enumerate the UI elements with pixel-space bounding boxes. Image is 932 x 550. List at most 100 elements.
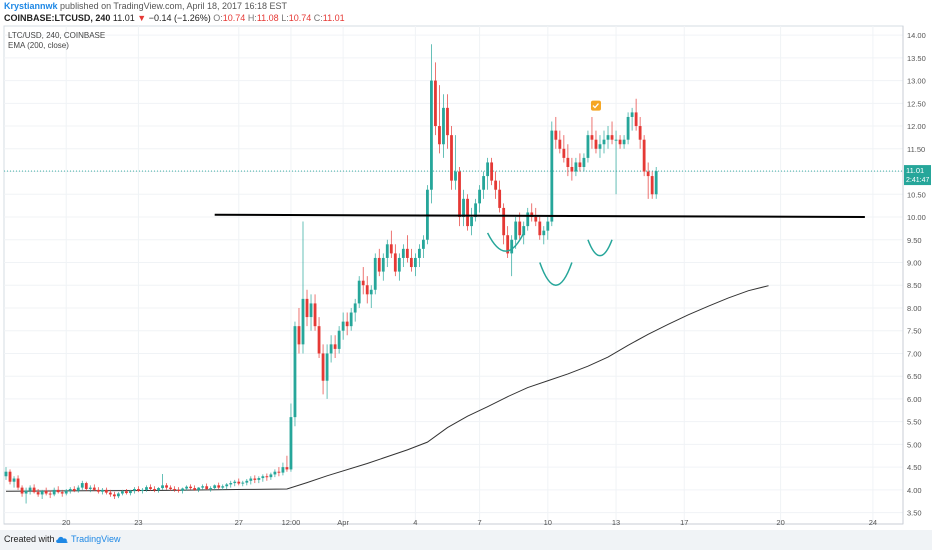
- candle-up[interactable]: [116, 493, 120, 497]
- candle-up[interactable]: [622, 139, 626, 145]
- candle-down[interactable]: [642, 139, 646, 172]
- candle-up[interactable]: [546, 221, 550, 231]
- candle-up[interactable]: [133, 488, 136, 491]
- candle-down[interactable]: [32, 487, 36, 493]
- candle-down[interactable]: [554, 130, 558, 140]
- candle-up[interactable]: [614, 139, 618, 141]
- pattern-arc[interactable]: [486, 232, 525, 252]
- candle-down[interactable]: [570, 166, 574, 172]
- candle-down[interactable]: [618, 139, 622, 145]
- candle-up[interactable]: [225, 484, 229, 487]
- candle-down[interactable]: [409, 257, 413, 268]
- candle-up[interactable]: [281, 467, 285, 473]
- candle-up[interactable]: [221, 486, 225, 488]
- candle-down[interactable]: [634, 112, 638, 127]
- candle-up[interactable]: [301, 298, 305, 345]
- candle-down[interactable]: [84, 483, 88, 489]
- candle-down[interactable]: [434, 80, 437, 127]
- candle-up[interactable]: [373, 257, 377, 290]
- candle-down[interactable]: [361, 280, 365, 286]
- candle-up[interactable]: [64, 490, 68, 494]
- candle-up[interactable]: [161, 485, 164, 489]
- candle-up[interactable]: [602, 139, 606, 145]
- candle-up[interactable]: [213, 485, 217, 489]
- pattern-arc[interactable]: [539, 262, 573, 286]
- candle-down[interactable]: [20, 487, 24, 494]
- candle-up[interactable]: [209, 488, 213, 490]
- candle-down[interactable]: [333, 344, 337, 349]
- candle-up[interactable]: [289, 417, 293, 470]
- candle-up[interactable]: [241, 482, 245, 484]
- candle-down[interactable]: [112, 494, 116, 497]
- candle-up[interactable]: [80, 483, 84, 488]
- candle-up[interactable]: [341, 321, 345, 331]
- candle-down[interactable]: [173, 488, 176, 490]
- candle-up[interactable]: [413, 257, 417, 268]
- candle-up[interactable]: [478, 189, 481, 204]
- candle-down[interactable]: [506, 235, 510, 254]
- candle-down[interactable]: [450, 135, 453, 181]
- candle-up[interactable]: [421, 239, 425, 249]
- candle-up[interactable]: [482, 176, 486, 190]
- pattern-arc[interactable]: [587, 239, 613, 257]
- candle-down[interactable]: [377, 257, 381, 272]
- candle-down[interactable]: [305, 298, 309, 318]
- candle-down[interactable]: [594, 139, 598, 149]
- candle-up[interactable]: [474, 203, 477, 218]
- candle-up[interactable]: [325, 353, 329, 381]
- candle-up[interactable]: [120, 491, 124, 494]
- candle-down[interactable]: [137, 488, 140, 491]
- candle-up[interactable]: [470, 217, 473, 227]
- candle-down[interactable]: [365, 285, 369, 295]
- candle-up[interactable]: [181, 488, 185, 491]
- candle-down[interactable]: [16, 478, 20, 488]
- candle-up[interactable]: [24, 490, 28, 494]
- candle-up[interactable]: [329, 344, 333, 354]
- candle-up[interactable]: [68, 488, 72, 491]
- candle-down[interactable]: [446, 107, 449, 136]
- candle-up[interactable]: [349, 312, 353, 327]
- candle-down[interactable]: [345, 321, 349, 327]
- candle-down[interactable]: [297, 326, 301, 345]
- candle-up[interactable]: [269, 474, 273, 478]
- candle-down[interactable]: [237, 481, 241, 484]
- candle-up[interactable]: [598, 144, 602, 149]
- candle-down[interactable]: [646, 171, 650, 177]
- candle-down[interactable]: [393, 253, 397, 272]
- candle-down[interactable]: [8, 471, 12, 482]
- candle-up[interactable]: [510, 239, 514, 254]
- candle-up[interactable]: [337, 330, 341, 349]
- candle-down[interactable]: [108, 492, 112, 495]
- candle-up[interactable]: [141, 489, 144, 491]
- candle-up[interactable]: [353, 303, 357, 313]
- indicator-label[interactable]: EMA (200, close): [8, 41, 69, 50]
- candle-up[interactable]: [454, 171, 457, 181]
- candle-up[interactable]: [249, 478, 253, 481]
- candle-up[interactable]: [293, 326, 297, 418]
- candle-down[interactable]: [92, 487, 96, 490]
- candle-up[interactable]: [257, 478, 261, 480]
- candle-down[interactable]: [253, 478, 257, 480]
- candle-down[interactable]: [578, 162, 582, 167]
- resistance-line[interactable]: [214, 213, 865, 219]
- candle-down[interactable]: [217, 485, 221, 488]
- candle-up[interactable]: [369, 289, 373, 295]
- candle-down[interactable]: [558, 139, 562, 149]
- candle-up[interactable]: [522, 226, 526, 236]
- candle-up[interactable]: [526, 212, 530, 227]
- candle-up[interactable]: [28, 487, 32, 491]
- candle-up[interactable]: [245, 480, 249, 483]
- candle-down[interactable]: [177, 489, 180, 491]
- candle-down[interactable]: [638, 126, 642, 140]
- candle-down[interactable]: [313, 303, 317, 327]
- candle-down[interactable]: [534, 217, 538, 222]
- candle-up[interactable]: [201, 486, 205, 488]
- candle-up[interactable]: [442, 107, 445, 145]
- candle-down[interactable]: [562, 148, 566, 158]
- candle-down[interactable]: [36, 492, 40, 495]
- candle-up[interactable]: [626, 116, 630, 140]
- candle-down[interactable]: [169, 487, 172, 489]
- candle-down[interactable]: [96, 489, 100, 492]
- ema-200-line[interactable]: [6, 285, 769, 492]
- candle-up[interactable]: [185, 486, 189, 489]
